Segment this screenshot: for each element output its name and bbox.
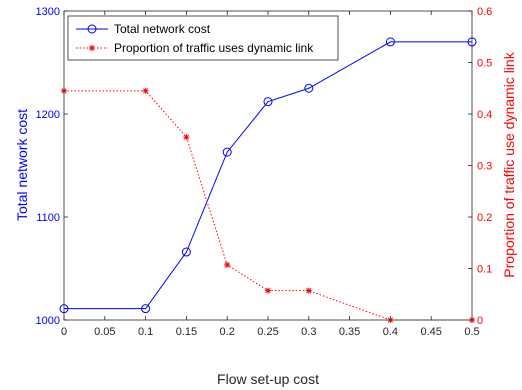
x-tick-label: 0.05 [94,326,115,338]
asterisk-stroke [265,288,271,294]
asterisk-stroke [89,45,95,51]
legend-asterisk-glyph [89,45,95,51]
legend-label-proportion-traffic: Proportion of traffic uses dynamic link [114,41,314,55]
data-point-asterisk [142,87,149,94]
asterisk-stroke [183,134,190,140]
data-point-circle [385,37,395,47]
y-right-tick-label: 0.2 [477,212,492,224]
ticks-layer: 0 0.05 0.1 0.15 0.2 0.25 0.3 0.35 0.4 0.45 0.5 1000… [36,6,493,338]
x-tick-label: 0 [61,326,67,338]
data-point-asterisk [265,287,271,294]
series-line-total-network-cost [64,41,472,310]
x-tick-label: 0.35 [339,326,360,338]
legend-marker-asterisk-icon [89,45,95,51]
data-point-asterisk [183,134,190,141]
x-tick-label: 0.3 [301,326,316,338]
y-axis-right-title: Proportion of traffic use dynamic link [501,51,517,277]
series-line-proportion-traffic [64,90,472,321]
y-right-tick-label: 0.6 [477,6,492,18]
legend-marker-circle-icon [87,24,97,34]
y-right-tick-label: 0.3 [477,161,492,173]
y-left-tick-label: 1000 [36,315,60,327]
y-left-tick-label: 1300 [36,6,60,18]
x-tick-label: 0.1 [138,326,153,338]
legend-label-total-network-cost: Total network cost [114,22,211,36]
legend: Total network cost Proportion of traffic… [67,15,339,61]
legend-box [67,15,339,61]
plot-area [64,11,472,320]
y-right-tick-label: 0.5 [477,58,492,70]
y-right-tick-label: 0 [477,315,483,327]
asterisk-stroke [306,288,312,294]
x-tick-label: 0.2 [220,326,235,338]
y-left-tick-label: 1100 [36,212,60,224]
data-point-circle [141,304,151,314]
data-point-circle [222,147,232,157]
x-tick-label: 0.5 [464,326,479,338]
y-left-tick-label: 1200 [36,109,60,121]
data-point-asterisk [305,287,312,294]
y-axis-left-title: Total network cost [14,109,30,221]
y-right-tick-label: 0.1 [477,264,492,276]
data-point-circle [181,247,191,257]
plot-frame [63,10,473,321]
x-tick-label: 0.45 [420,326,441,338]
asterisk-stroke [224,262,230,268]
data-point-circle [263,97,273,107]
data-point-circle [304,83,314,93]
y-right-tick-label: 0.4 [477,109,492,121]
asterisk-stroke [142,88,149,94]
series-layer [59,37,477,323]
data-point-asterisk [224,261,231,268]
x-tick-label: 0.4 [383,326,398,338]
x-axis-title: Flow set-up cost [217,371,319,387]
x-tick-label: 0.15 [176,326,197,338]
x-tick-label: 0.25 [257,326,278,338]
